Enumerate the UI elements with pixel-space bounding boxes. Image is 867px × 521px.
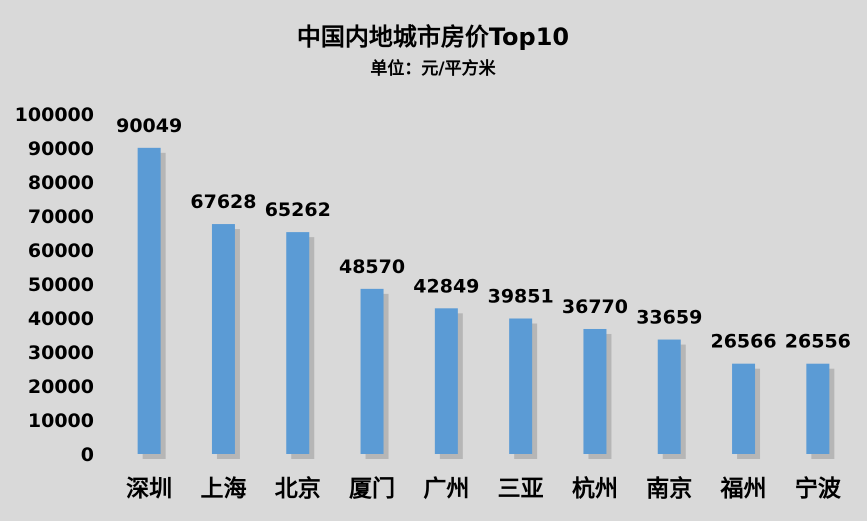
y-tick-label: 80000 — [28, 172, 94, 194]
data-labels-group: 90049 67628 65262 48570 42849 39851 36770 33659… — [116, 115, 851, 353]
y-tick-label: 100000 — [15, 104, 94, 126]
chart-title: 中国内地城市房价Top10 — [297, 23, 569, 51]
bar — [137, 147, 161, 454]
y-tick-label: 40000 — [28, 308, 94, 330]
bar — [360, 288, 384, 454]
data-label: 26556 — [785, 331, 851, 353]
x-tick-label: 广州 — [423, 475, 469, 502]
bars-group — [137, 147, 835, 459]
x-axis: 深圳 上海 北京 厦门 广州 三亚 杭州 南京 福州 宁波 — [126, 475, 842, 502]
bar — [434, 308, 458, 454]
data-label: 39851 — [488, 286, 554, 308]
bar — [509, 318, 533, 454]
y-tick-label: 70000 — [28, 206, 94, 228]
y-tick-label: 10000 — [28, 410, 94, 432]
x-tick-label: 福州 — [720, 476, 767, 502]
data-label: 36770 — [562, 296, 628, 318]
data-label: 90049 — [116, 115, 182, 137]
data-label: 42849 — [413, 275, 479, 297]
y-tick-label: 0 — [81, 444, 94, 466]
x-tick-label: 宁波 — [795, 475, 842, 502]
y-tick-label: 50000 — [28, 274, 94, 296]
bar — [732, 363, 756, 454]
bar — [657, 339, 681, 454]
y-tick-label: 60000 — [28, 240, 94, 262]
x-tick-label: 厦门 — [349, 475, 395, 502]
y-tick-label: 90000 — [28, 138, 94, 160]
bar — [583, 328, 607, 454]
data-label: 33659 — [636, 307, 702, 329]
x-tick-label: 三亚 — [498, 476, 544, 502]
chart-subtitle: 单位：元/平方米 — [370, 58, 496, 79]
y-tick-label: 20000 — [28, 376, 94, 398]
x-tick-label: 上海 — [200, 475, 246, 502]
bar — [806, 363, 830, 454]
bar — [286, 232, 310, 454]
y-tick-label: 30000 — [28, 342, 94, 364]
bar — [211, 224, 235, 454]
x-tick-label: 北京 — [275, 475, 321, 502]
data-label: 67628 — [190, 191, 256, 213]
y-axis: 0 10000 20000 30000 40000 50000 60000 70000 8000… — [15, 104, 94, 466]
x-tick-label: 南京 — [646, 475, 692, 502]
x-tick-label: 杭州 — [572, 475, 618, 502]
data-label: 48570 — [339, 256, 405, 278]
data-label: 26566 — [710, 331, 776, 353]
data-label: 65262 — [265, 199, 331, 221]
x-tick-label: 深圳 — [126, 476, 172, 502]
